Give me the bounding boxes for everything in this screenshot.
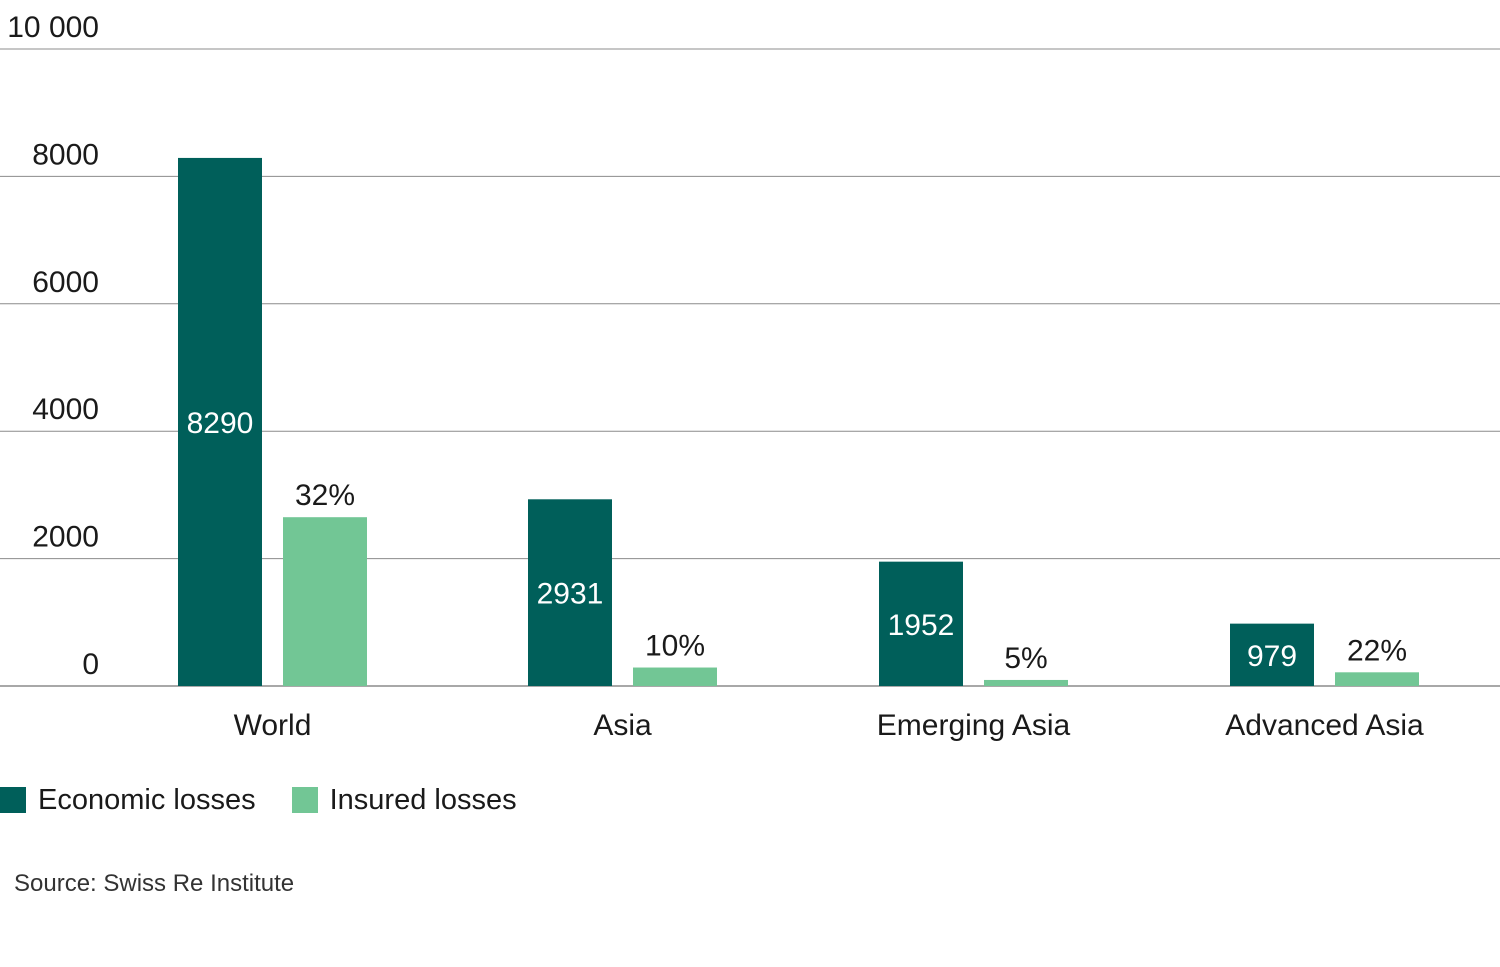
- data-label-economic: 2931: [537, 578, 604, 611]
- x-category-label: Asia: [593, 709, 652, 742]
- legend-item-insured: Insured losses: [291, 783, 517, 817]
- bar-economic-losses: [1230, 623, 1314, 686]
- bar-economic-losses: [879, 561, 963, 686]
- source-note: Source: Swiss Re Institute: [14, 870, 295, 897]
- legend-swatch-insured: [291, 787, 318, 813]
- y-tick-label: 0: [82, 648, 99, 681]
- y-tick-label: 6000: [32, 266, 99, 299]
- data-label-economic: 1952: [888, 609, 955, 642]
- data-label-economic: 979: [1247, 640, 1297, 673]
- x-category-label: World: [234, 709, 312, 742]
- labels: 0 2000 4000 6000 8000 10 000 8290 32% World 2931 1…: [7, 11, 1424, 742]
- data-label-insured: 5%: [1004, 642, 1047, 675]
- y-tick-label: 8000: [32, 138, 99, 171]
- legend-swatch-economic: [0, 787, 26, 813]
- y-tick-label: 4000: [32, 393, 99, 426]
- y-tick-label: 2000: [32, 521, 99, 554]
- data-label-insured: 32%: [295, 479, 355, 512]
- bar-insured-losses: [984, 679, 1068, 686]
- legend: Economic losses Insured losses: [0, 783, 553, 817]
- legend-label-economic: Economic losses: [38, 783, 256, 816]
- legend-item-economic: Economic losses: [0, 784, 256, 817]
- bar-economic-losses: [178, 157, 262, 686]
- data-label-insured: 10%: [645, 630, 705, 663]
- bar-insured-losses: [1335, 672, 1419, 686]
- data-label-economic: 8290: [187, 407, 254, 440]
- x-category-label: Emerging Asia: [877, 709, 1071, 742]
- bar-insured-losses: [283, 517, 367, 686]
- y-tick-label: 10 000: [7, 11, 99, 44]
- data-label-insured: 22%: [1347, 634, 1407, 667]
- bar-economic-losses: [528, 499, 612, 686]
- bar-insured-losses: [633, 667, 717, 686]
- bars: [178, 157, 1419, 686]
- legend-label-insured: Insured losses: [329, 783, 517, 816]
- x-category-label: Advanced Asia: [1225, 709, 1424, 742]
